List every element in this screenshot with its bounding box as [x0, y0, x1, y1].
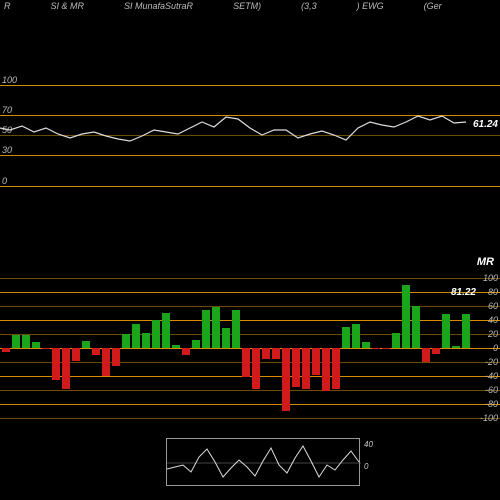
gridline — [0, 292, 500, 293]
bar — [22, 335, 30, 348]
gridline — [0, 278, 500, 279]
bar — [222, 328, 230, 348]
bar — [352, 324, 360, 349]
axis-label: 100 — [483, 273, 498, 283]
bar — [2, 348, 10, 352]
bar — [32, 342, 40, 348]
bar — [112, 348, 120, 366]
bar — [192, 340, 200, 348]
bar — [442, 314, 450, 348]
bar — [292, 348, 300, 387]
line-chart-top — [0, 0, 500, 500]
bar — [332, 348, 340, 389]
bar — [122, 334, 130, 348]
bar — [252, 348, 260, 389]
mini-axis-label: 40 — [364, 440, 373, 449]
mini-axis-label: 0 — [364, 462, 368, 471]
gridline — [0, 404, 500, 405]
bar — [12, 335, 20, 348]
bar — [312, 348, 320, 375]
bar — [452, 346, 460, 348]
axis-label: -20 — [485, 357, 498, 367]
bar — [42, 348, 50, 349]
bar — [462, 314, 470, 348]
bar — [142, 333, 150, 348]
bar — [92, 348, 100, 355]
axis-label: -60 — [485, 385, 498, 395]
current-value-mid: 81.22 — [451, 287, 476, 298]
gridline — [0, 334, 500, 335]
bar — [412, 306, 420, 348]
gridline — [0, 320, 500, 321]
bar — [432, 348, 440, 354]
bar — [172, 345, 180, 348]
bar — [242, 348, 250, 377]
current-value-top: 61.24 — [473, 119, 498, 130]
bar — [132, 324, 140, 349]
gridline — [0, 418, 500, 419]
axis-label: -40 — [485, 371, 498, 381]
mini-line-chart — [167, 439, 361, 487]
axis-label: -100 — [480, 413, 498, 423]
bar — [102, 348, 110, 376]
bar — [322, 348, 330, 391]
bar — [82, 341, 90, 348]
bar — [72, 348, 80, 361]
bar — [402, 285, 410, 348]
bar — [302, 348, 310, 389]
axis-label: 0 — [493, 343, 498, 353]
bar — [152, 320, 160, 348]
panel-label-mr: MR — [477, 256, 494, 268]
bar — [422, 348, 430, 362]
bar — [382, 348, 390, 349]
bar — [202, 310, 210, 349]
bar — [232, 310, 240, 349]
axis-label: 20 — [488, 329, 498, 339]
bar — [52, 348, 60, 380]
bar — [182, 348, 190, 355]
mini-chart — [166, 438, 360, 486]
bar — [272, 348, 280, 359]
bar — [372, 348, 380, 349]
bar — [262, 348, 270, 359]
gridline — [0, 376, 500, 377]
bar — [392, 333, 400, 348]
axis-label: 60 — [488, 301, 498, 311]
bar — [162, 313, 170, 348]
gridline — [0, 306, 500, 307]
gridline — [0, 362, 500, 363]
bar — [212, 307, 220, 348]
gridline — [0, 390, 500, 391]
bar — [62, 348, 70, 389]
bar — [342, 327, 350, 348]
bar — [282, 348, 290, 411]
axis-label: 40 — [488, 315, 498, 325]
bar — [362, 342, 370, 348]
axis-label: 80 — [488, 287, 498, 297]
axis-label: -80 — [485, 399, 498, 409]
